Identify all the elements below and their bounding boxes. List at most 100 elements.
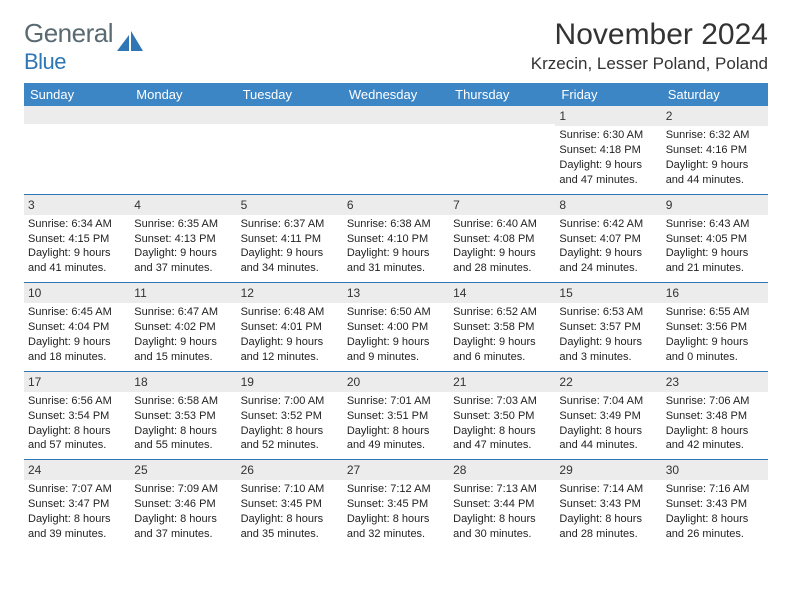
- calendar-day: 21Sunrise: 7:03 AMSunset: 3:50 PMDayligh…: [449, 371, 555, 460]
- day-body: Sunrise: 6:32 AMSunset: 4:16 PMDaylight:…: [662, 126, 768, 193]
- day-body: Sunrise: 6:52 AMSunset: 3:58 PMDaylight:…: [449, 303, 555, 370]
- day-body: Sunrise: 7:10 AMSunset: 3:45 PMDaylight:…: [237, 480, 343, 547]
- calendar-day: [449, 106, 555, 194]
- location-text: Krzecin, Lesser Poland, Poland: [531, 54, 768, 74]
- calendar-day: 7Sunrise: 6:40 AMSunset: 4:08 PMDaylight…: [449, 194, 555, 283]
- day-number: 24: [24, 460, 130, 480]
- day-body: Sunrise: 7:04 AMSunset: 3:49 PMDaylight:…: [555, 392, 661, 459]
- day-body: Sunrise: 7:14 AMSunset: 3:43 PMDaylight:…: [555, 480, 661, 547]
- day-info-line: Sunset: 3:56 PM: [666, 320, 764, 335]
- calendar-day: 15Sunrise: 6:53 AMSunset: 3:57 PMDayligh…: [555, 283, 661, 372]
- day-info-line: Daylight: 9 hours and 18 minutes.: [28, 335, 126, 365]
- day-info-line: Daylight: 8 hours and 42 minutes.: [666, 424, 764, 454]
- day-body: Sunrise: 7:06 AMSunset: 3:48 PMDaylight:…: [662, 392, 768, 459]
- calendar-week: 1Sunrise: 6:30 AMSunset: 4:18 PMDaylight…: [24, 106, 768, 194]
- day-info-line: Sunset: 4:15 PM: [28, 232, 126, 247]
- day-info-line: Daylight: 8 hours and 55 minutes.: [134, 424, 232, 454]
- day-number: 16: [662, 283, 768, 303]
- logo: General Blue: [24, 18, 145, 75]
- day-info-line: Sunrise: 6:58 AM: [134, 394, 232, 409]
- header: General Blue November 2024 Krzecin, Less…: [24, 18, 768, 75]
- day-number: 2: [662, 106, 768, 126]
- calendar-day: 11Sunrise: 6:47 AMSunset: 4:02 PMDayligh…: [130, 283, 236, 372]
- calendar-week: 3Sunrise: 6:34 AMSunset: 4:15 PMDaylight…: [24, 194, 768, 283]
- day-info-line: Sunset: 3:45 PM: [347, 497, 445, 512]
- day-info-line: Daylight: 9 hours and 6 minutes.: [453, 335, 551, 365]
- day-number: 10: [24, 283, 130, 303]
- calendar-day: 28Sunrise: 7:13 AMSunset: 3:44 PMDayligh…: [449, 460, 555, 548]
- day-body: Sunrise: 6:45 AMSunset: 4:04 PMDaylight:…: [24, 303, 130, 370]
- day-body: Sunrise: 7:03 AMSunset: 3:50 PMDaylight:…: [449, 392, 555, 459]
- calendar-week: 24Sunrise: 7:07 AMSunset: 3:47 PMDayligh…: [24, 460, 768, 548]
- calendar-day: 14Sunrise: 6:52 AMSunset: 3:58 PMDayligh…: [449, 283, 555, 372]
- day-info-line: Daylight: 9 hours and 31 minutes.: [347, 246, 445, 276]
- day-number: 9: [662, 195, 768, 215]
- day-body: Sunrise: 6:42 AMSunset: 4:07 PMDaylight:…: [555, 215, 661, 282]
- day-info-line: Sunrise: 6:37 AM: [241, 217, 339, 232]
- calendar-day: 16 Sunrise: 6:55 AMSunset: 3:56 PMDayligh…: [662, 283, 768, 372]
- logo-text-blue: Blue: [24, 49, 66, 74]
- calendar-day: 13Sunrise: 6:50 AMSunset: 4:00 PMDayligh…: [343, 283, 449, 372]
- day-info-line: Daylight: 9 hours and 21 minutes.: [666, 246, 764, 276]
- day-info-line: Sunset: 3:44 PM: [453, 497, 551, 512]
- calendar-day: 24Sunrise: 7:07 AMSunset: 3:47 PMDayligh…: [24, 460, 130, 548]
- calendar-day: 8Sunrise: 6:42 AMSunset: 4:07 PMDaylight…: [555, 194, 661, 283]
- day-info-line: Daylight: 9 hours and 37 minutes.: [134, 246, 232, 276]
- calendar-day: 30Sunrise: 7:16 AMSunset: 3:43 PMDayligh…: [662, 460, 768, 548]
- day-info-line: Daylight: 8 hours and 57 minutes.: [28, 424, 126, 454]
- calendar-day: 23Sunrise: 7:06 AMSunset: 3:48 PMDayligh…: [662, 371, 768, 460]
- day-info-line: Sunset: 3:48 PM: [666, 409, 764, 424]
- day-number: 5: [237, 195, 343, 215]
- day-number: 30: [662, 460, 768, 480]
- day-body: Sunrise: 6:30 AMSunset: 4:18 PMDaylight:…: [555, 126, 661, 193]
- day-body: [130, 124, 236, 132]
- day-body: [343, 124, 449, 132]
- day-number: [24, 106, 130, 124]
- day-info-line: Sunrise: 6:40 AM: [453, 217, 551, 232]
- day-info-line: Daylight: 9 hours and 9 minutes.: [347, 335, 445, 365]
- day-info-line: Sunset: 4:16 PM: [666, 143, 764, 158]
- day-info-line: Sunrise: 6:38 AM: [347, 217, 445, 232]
- day-header: Friday: [555, 83, 661, 106]
- calendar-day: 3Sunrise: 6:34 AMSunset: 4:15 PMDaylight…: [24, 194, 130, 283]
- day-info-line: Sunset: 3:53 PM: [134, 409, 232, 424]
- day-number: 26: [237, 460, 343, 480]
- day-number: 20: [343, 372, 449, 392]
- day-body: Sunrise: 6:47 AMSunset: 4:02 PMDaylight:…: [130, 303, 236, 370]
- day-info-line: Sunrise: 6:55 AM: [666, 305, 764, 320]
- day-info-line: Sunrise: 6:42 AM: [559, 217, 657, 232]
- day-info-line: Sunset: 4:05 PM: [666, 232, 764, 247]
- day-info-line: Sunrise: 7:16 AM: [666, 482, 764, 497]
- day-info-line: Daylight: 9 hours and 15 minutes.: [134, 335, 232, 365]
- day-info-line: Sunrise: 7:13 AM: [453, 482, 551, 497]
- day-body: [449, 124, 555, 132]
- day-number: 27: [343, 460, 449, 480]
- calendar-day: 5Sunrise: 6:37 AMSunset: 4:11 PMDaylight…: [237, 194, 343, 283]
- day-body: Sunrise: 6:58 AMSunset: 3:53 PMDaylight:…: [130, 392, 236, 459]
- day-info-line: Sunset: 4:07 PM: [559, 232, 657, 247]
- day-info-line: Sunrise: 7:14 AM: [559, 482, 657, 497]
- day-body: Sunrise: 7:16 AMSunset: 3:43 PMDaylight:…: [662, 480, 768, 547]
- day-info-line: Sunrise: 7:04 AM: [559, 394, 657, 409]
- day-info-line: Sunrise: 7:06 AM: [666, 394, 764, 409]
- day-body: Sunrise: 6:35 AMSunset: 4:13 PMDaylight:…: [130, 215, 236, 282]
- day-info-line: Daylight: 9 hours and 44 minutes.: [666, 158, 764, 188]
- day-body: [237, 124, 343, 132]
- day-body: Sunrise: 6:43 AMSunset: 4:05 PMDaylight:…: [662, 215, 768, 282]
- day-header: Wednesday: [343, 83, 449, 106]
- calendar-page: General Blue November 2024 Krzecin, Less…: [0, 0, 792, 558]
- day-info-line: Sunrise: 6:53 AM: [559, 305, 657, 320]
- day-body: Sunrise: 6:50 AMSunset: 4:00 PMDaylight:…: [343, 303, 449, 370]
- day-number: [237, 106, 343, 124]
- day-info-line: Daylight: 9 hours and 0 minutes.: [666, 335, 764, 365]
- calendar-day: 12Sunrise: 6:48 AMSunset: 4:01 PMDayligh…: [237, 283, 343, 372]
- calendar-day: [343, 106, 449, 194]
- calendar-day: 6Sunrise: 6:38 AMSunset: 4:10 PMDaylight…: [343, 194, 449, 283]
- day-number: 4: [130, 195, 236, 215]
- day-body: Sunrise: 7:00 AMSunset: 3:52 PMDaylight:…: [237, 392, 343, 459]
- day-number: 13: [343, 283, 449, 303]
- day-body: Sunrise: 6:48 AMSunset: 4:01 PMDaylight:…: [237, 303, 343, 370]
- calendar-day: 27Sunrise: 7:12 AMSunset: 3:45 PMDayligh…: [343, 460, 449, 548]
- day-info-line: Daylight: 9 hours and 3 minutes.: [559, 335, 657, 365]
- day-info-line: Sunrise: 6:47 AM: [134, 305, 232, 320]
